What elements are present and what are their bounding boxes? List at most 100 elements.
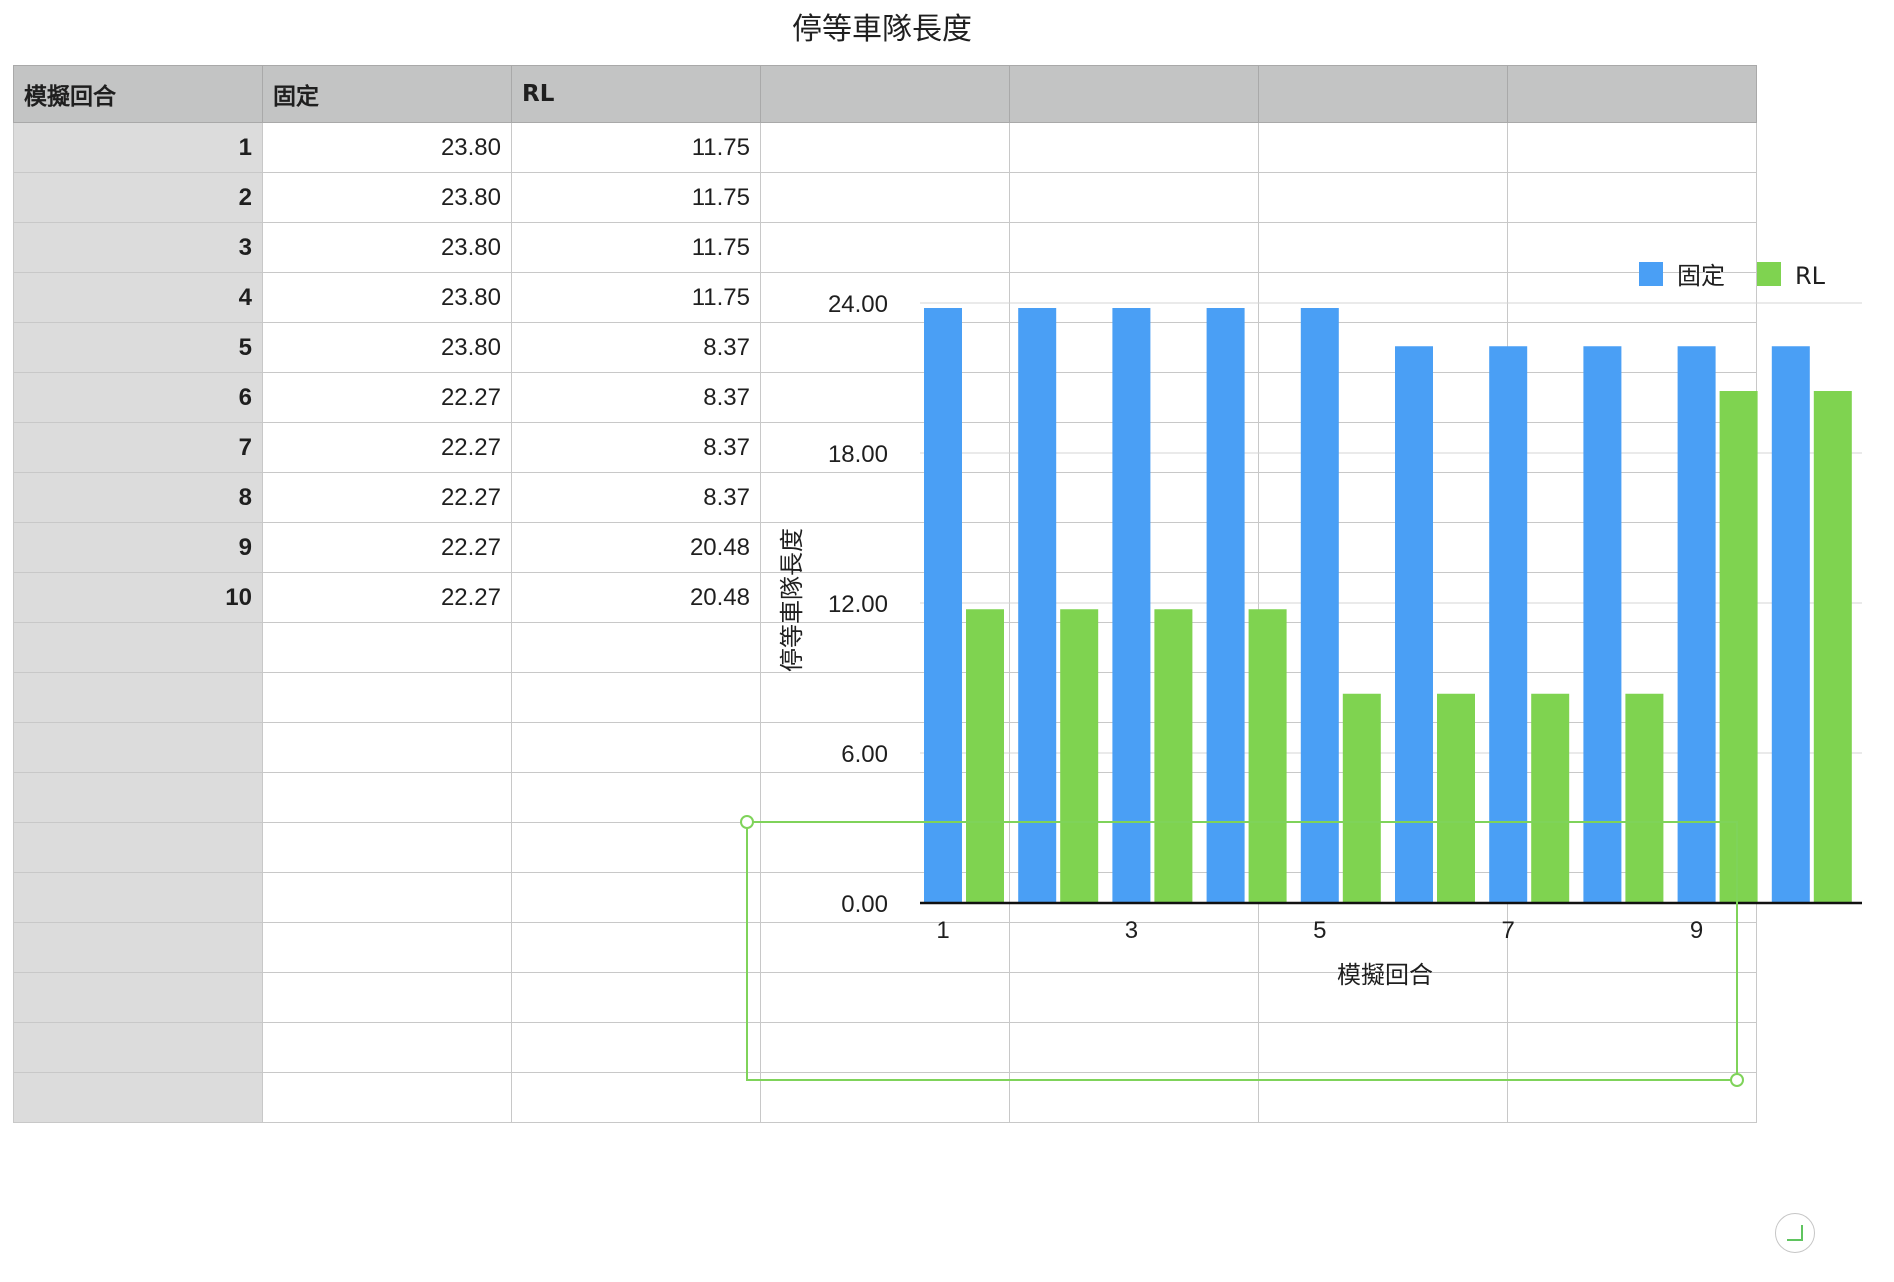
selection-handle[interactable]: [740, 815, 754, 829]
empty-cell[interactable]: [262, 872, 512, 923]
row-label-cell[interactable]: 6: [13, 372, 263, 423]
bar-fixed: [1395, 346, 1433, 903]
column-header[interactable]: 模擬回合: [13, 65, 263, 123]
empty-cell[interactable]: [511, 772, 761, 823]
empty-cell[interactable]: [760, 1022, 1010, 1073]
row-label-cell[interactable]: [13, 672, 263, 723]
x-tick-label: 1: [936, 917, 949, 944]
empty-cell[interactable]: [760, 372, 1010, 423]
value-cell[interactable]: 8.37: [511, 472, 761, 523]
empty-cell[interactable]: [1507, 272, 1757, 323]
empty-cell[interactable]: [760, 522, 1010, 573]
value-cell[interactable]: 11.75: [511, 272, 761, 323]
bar-rl: [1248, 609, 1287, 903]
empty-cell[interactable]: [760, 172, 1010, 223]
row-label-cell[interactable]: [13, 622, 263, 673]
empty-cell[interactable]: [1009, 972, 1259, 1023]
empty-header-cell[interactable]: [1507, 65, 1757, 123]
empty-cell[interactable]: [262, 772, 512, 823]
value-cell[interactable]: 8.37: [511, 372, 761, 423]
bar-rl: [1060, 609, 1099, 903]
empty-cell[interactable]: [1258, 122, 1508, 173]
empty-cell[interactable]: [1507, 122, 1757, 173]
value-cell[interactable]: 23.80: [262, 322, 512, 373]
value-cell[interactable]: 23.80: [262, 172, 512, 223]
value-cell[interactable]: 8.37: [511, 322, 761, 373]
value-cell[interactable]: 22.27: [262, 572, 512, 623]
empty-cell[interactable]: [1258, 222, 1508, 273]
data-table[interactable]: 模擬回合 固定 RL 1 23.80 11.75 2 23.80 11.75 3 23.80 11.7…: [13, 65, 1757, 1123]
row-label-cell[interactable]: 8: [13, 472, 263, 523]
table-row: 1 23.80 11.75: [13, 122, 1757, 173]
value-cell[interactable]: 22.27: [262, 372, 512, 423]
value-cell[interactable]: 22.27: [262, 422, 512, 473]
row-label-cell[interactable]: [13, 1072, 263, 1123]
row-label-cell[interactable]: [13, 972, 263, 1023]
column-header[interactable]: 固定: [262, 65, 512, 123]
empty-cell[interactable]: [1258, 272, 1508, 323]
empty-cell[interactable]: [1507, 1022, 1757, 1073]
value-cell[interactable]: 11.75: [511, 222, 761, 273]
bar-fixed: [1677, 346, 1716, 903]
value-cell[interactable]: 23.80: [262, 222, 512, 273]
empty-cell[interactable]: [511, 922, 761, 973]
empty-cell[interactable]: [1507, 922, 1757, 973]
empty-cell[interactable]: [1009, 922, 1259, 973]
x-tick-label: 9: [1690, 917, 1703, 944]
row-label-cell[interactable]: 1: [13, 122, 263, 173]
empty-cell[interactable]: [1009, 172, 1259, 223]
value-cell[interactable]: 11.75: [511, 172, 761, 223]
row-label-cell[interactable]: [13, 722, 263, 773]
row-label-cell[interactable]: [13, 822, 263, 873]
empty-cell[interactable]: [262, 1072, 512, 1123]
value-cell[interactable]: 8.37: [511, 422, 761, 473]
value-cell[interactable]: 20.48: [511, 522, 761, 573]
row-label-cell[interactable]: 2: [13, 172, 263, 223]
empty-cell[interactable]: [511, 1072, 761, 1123]
empty-cell[interactable]: [511, 822, 761, 873]
empty-cell[interactable]: [262, 672, 512, 723]
y-tick-label: 0.00: [841, 891, 888, 918]
empty-cell[interactable]: [760, 422, 1010, 473]
value-cell[interactable]: 22.27: [262, 472, 512, 523]
empty-cell[interactable]: [1507, 222, 1757, 273]
row-label-cell[interactable]: [13, 1022, 263, 1073]
value-cell[interactable]: 23.80: [262, 272, 512, 323]
empty-cell[interactable]: [760, 272, 1010, 323]
resize-handle-icon[interactable]: [1775, 1213, 1815, 1253]
empty-cell[interactable]: [760, 322, 1010, 373]
bar-fixed: [1018, 308, 1057, 903]
row-label-cell[interactable]: [13, 922, 263, 973]
empty-header-cell[interactable]: [1009, 65, 1259, 123]
row-label-cell[interactable]: 3: [13, 222, 263, 273]
selection-handle[interactable]: [1730, 1073, 1744, 1087]
x-axis-title: 模擬回合: [1337, 961, 1433, 989]
selection-box[interactable]: [746, 821, 1738, 1081]
y-tick-label: 18.00: [828, 441, 888, 468]
empty-cell[interactable]: [760, 222, 1010, 273]
empty-cell[interactable]: [1009, 1022, 1259, 1073]
empty-cell[interactable]: [1258, 522, 1508, 573]
empty-header-cell[interactable]: [1258, 65, 1508, 123]
empty-cell[interactable]: [511, 1022, 761, 1073]
empty-cell[interactable]: [1258, 572, 1508, 623]
header-row: 模擬回合 固定 RL: [13, 65, 1757, 123]
row-label-cell[interactable]: 5: [13, 322, 263, 373]
empty-cell[interactable]: [1258, 922, 1508, 973]
column-header[interactable]: RL: [511, 65, 761, 123]
empty-cell[interactable]: [1258, 372, 1508, 423]
empty-cell[interactable]: [511, 722, 761, 773]
bar-rl: [1437, 693, 1475, 903]
row-label-cell[interactable]: [13, 772, 263, 823]
x-tick-label: 3: [1125, 917, 1138, 944]
empty-cell[interactable]: [760, 472, 1010, 523]
legend-swatch: [1757, 262, 1781, 286]
value-cell[interactable]: 11.75: [511, 122, 761, 173]
value-cell[interactable]: 20.48: [511, 572, 761, 623]
bar-rl: [1342, 693, 1381, 903]
empty-cell[interactable]: [760, 922, 1010, 973]
value-cell[interactable]: 23.80: [262, 122, 512, 173]
row-label-cell[interactable]: 10: [13, 572, 263, 623]
y-axis-title: 停等車隊長度: [778, 528, 806, 672]
